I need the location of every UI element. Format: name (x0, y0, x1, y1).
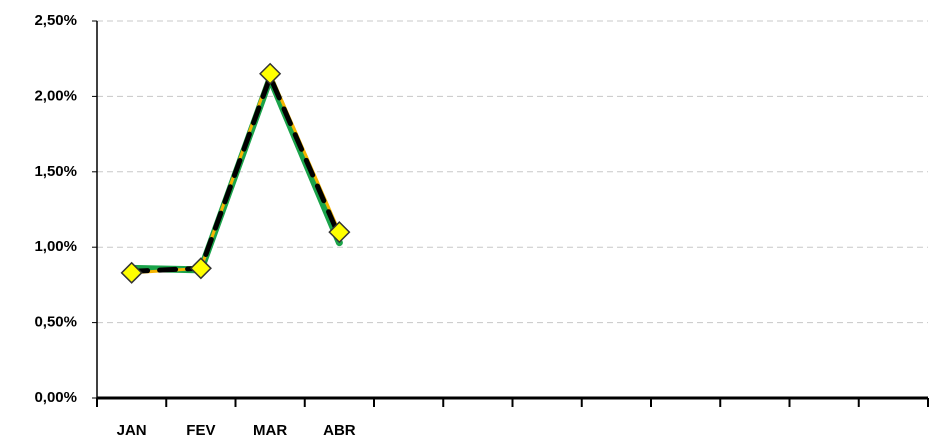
y-tick-label: 1,00% (34, 238, 77, 255)
y-tick-label: 0,00% (34, 389, 77, 406)
y-tick-label: 1,50% (34, 163, 77, 180)
y-tick-label: 0,50% (34, 314, 77, 331)
x-tick-label: ABR (323, 422, 356, 439)
x-tick-label: MAR (253, 422, 287, 439)
marker (259, 62, 282, 85)
line-series (129, 74, 342, 274)
marker (328, 221, 351, 244)
marker (120, 261, 143, 284)
marker (189, 257, 212, 280)
x-tick-label: JAN (117, 422, 147, 439)
x-tick-label: FEV (186, 422, 215, 439)
y-tick-label: 2,00% (34, 87, 77, 104)
y-tick-label: 2,50% (34, 12, 77, 29)
